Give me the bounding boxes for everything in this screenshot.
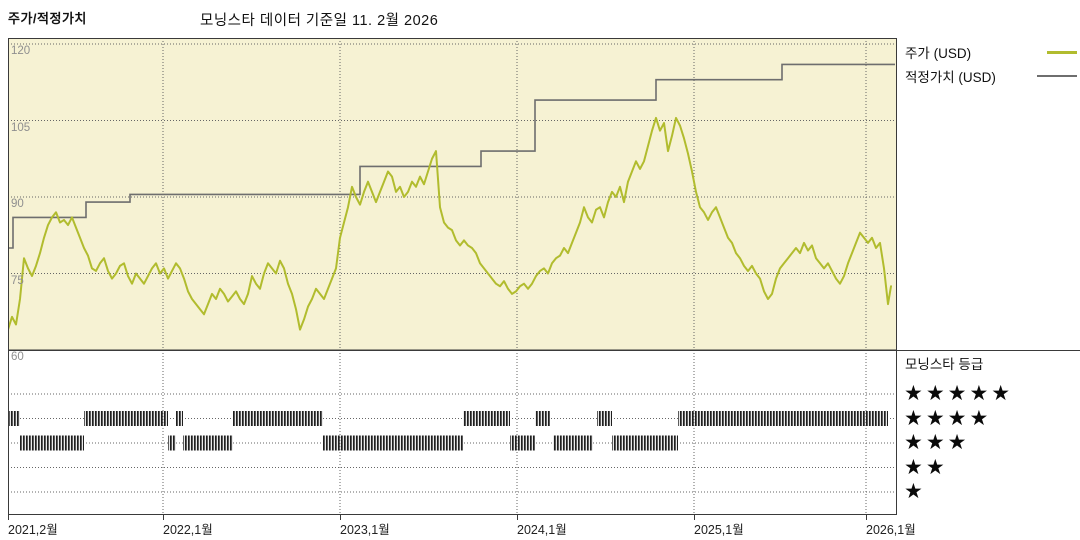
- x-tick-mark: [517, 515, 518, 520]
- legend-fairvalue-label: 적정가치 (USD): [905, 70, 996, 85]
- star-row-2: ★★: [904, 454, 948, 479]
- right-panel: 주가 (USD) 적정가치 (USD): [897, 38, 1080, 515]
- price-fairvalue-plot: [8, 38, 897, 515]
- x-tick-label: 2021,2월: [8, 523, 58, 537]
- y-tick-label: 105: [11, 121, 31, 134]
- x-tick-label: 2024,1월: [517, 523, 567, 537]
- x-tick-mark: [340, 515, 341, 520]
- star-row-3: ★★★: [904, 430, 970, 454]
- x-tick-label: 2023,1월: [340, 523, 390, 537]
- star-row-5: ★★★★★: [904, 381, 1014, 405]
- star-row-4: ★★★★: [904, 405, 992, 430]
- page-title: 주가/적정가치: [8, 11, 87, 26]
- x-tick-mark: [8, 515, 9, 520]
- x-tick-mark: [694, 515, 695, 520]
- legend: 주가 (USD) 적정가치 (USD): [905, 40, 1077, 88]
- y-tick-label: 75: [11, 274, 24, 287]
- y-tick-label: 90: [11, 198, 24, 210]
- legend-item-fairvalue: 적정가치 (USD): [905, 64, 1077, 88]
- legend-price-label: 주가 (USD): [905, 46, 972, 61]
- star-row-1: ★: [904, 479, 926, 503]
- price-line-swatch-icon: [1047, 50, 1077, 54]
- data-as-of-label: 모닝스타 데이터 기준일 11. 2월 2026: [200, 13, 439, 29]
- x-tick-mark: [163, 515, 164, 520]
- fairvalue-line-swatch-icon: [1037, 75, 1077, 77]
- x-tick-label: 2026,1월: [866, 523, 916, 537]
- x-tick-label: 2025,1월: [694, 523, 744, 537]
- section-divider: [8, 350, 1080, 351]
- rating-panel-header: 모닝스타 등급: [905, 357, 984, 372]
- y-tick-label: 60: [11, 351, 24, 363]
- x-tick-label: 2022,1월: [163, 523, 213, 537]
- legend-item-price: 주가 (USD): [905, 40, 1077, 64]
- y-tick-label: 120: [11, 45, 31, 57]
- x-tick-mark: [866, 515, 867, 520]
